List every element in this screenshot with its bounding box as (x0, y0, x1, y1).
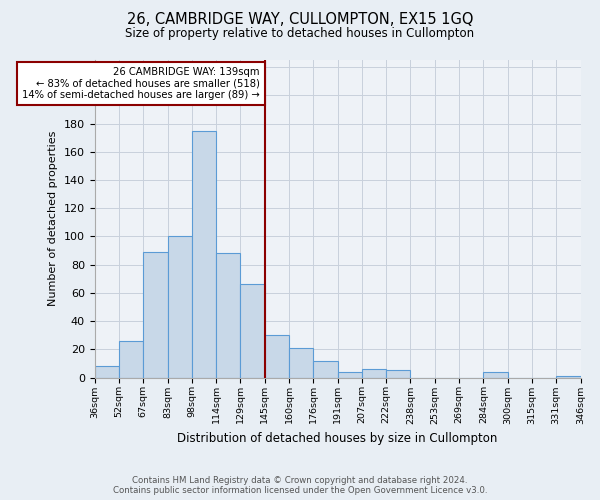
Bar (265, 335, 289, 378)
Bar (386, 370, 410, 378)
Bar (119, 341, 143, 378)
Bar (362, 369, 386, 378)
Bar (313, 360, 338, 378)
Text: 26, CAMBRIDGE WAY, CULLOMPTON, EX15 1GQ: 26, CAMBRIDGE WAY, CULLOMPTON, EX15 1GQ (127, 12, 473, 28)
Text: Size of property relative to detached houses in Cullompton: Size of property relative to detached ho… (125, 28, 475, 40)
Bar (338, 372, 362, 378)
Bar (216, 254, 241, 378)
Bar (556, 376, 581, 378)
Text: 26 CAMBRIDGE WAY: 139sqm
← 83% of detached houses are smaller (518)
14% of semi-: 26 CAMBRIDGE WAY: 139sqm ← 83% of detach… (22, 67, 260, 100)
Bar (95, 366, 119, 378)
Bar (484, 372, 508, 378)
Bar (289, 348, 313, 378)
X-axis label: Distribution of detached houses by size in Cullompton: Distribution of detached houses by size … (178, 432, 498, 445)
Bar (192, 130, 216, 378)
Bar (143, 252, 167, 378)
Bar (167, 236, 192, 378)
Text: Contains HM Land Registry data © Crown copyright and database right 2024.
Contai: Contains HM Land Registry data © Crown c… (113, 476, 487, 495)
Bar (241, 284, 265, 378)
Y-axis label: Number of detached properties: Number of detached properties (48, 131, 58, 306)
